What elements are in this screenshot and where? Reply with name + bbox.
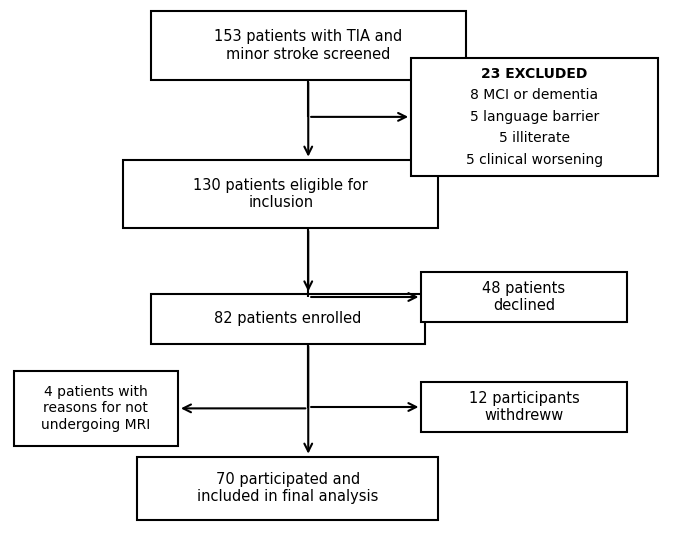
Text: 4 patients with
reasons for not
undergoing MRI: 4 patients with reasons for not undergoi… bbox=[41, 385, 151, 432]
Text: 82 patients enrolled: 82 patients enrolled bbox=[214, 311, 362, 327]
Text: 12 participants
withdreww: 12 participants withdreww bbox=[469, 391, 580, 423]
FancyBboxPatch shape bbox=[151, 11, 466, 80]
FancyBboxPatch shape bbox=[151, 294, 425, 344]
Text: 48 patients
declined: 48 patients declined bbox=[482, 281, 566, 313]
Text: 130 patients eligible for
inclusion: 130 patients eligible for inclusion bbox=[193, 178, 369, 210]
Text: 5 clinical worsening: 5 clinical worsening bbox=[466, 153, 603, 167]
FancyBboxPatch shape bbox=[123, 160, 438, 228]
FancyBboxPatch shape bbox=[14, 371, 178, 446]
FancyBboxPatch shape bbox=[137, 456, 438, 520]
Text: 23 EXCLUDED: 23 EXCLUDED bbox=[481, 67, 588, 81]
FancyBboxPatch shape bbox=[421, 382, 627, 432]
FancyBboxPatch shape bbox=[421, 272, 627, 322]
FancyBboxPatch shape bbox=[411, 58, 658, 176]
Text: 70 participated and
included in final analysis: 70 participated and included in final an… bbox=[197, 472, 378, 504]
Text: 5 language barrier: 5 language barrier bbox=[470, 110, 599, 124]
Text: 8 MCI or dementia: 8 MCI or dementia bbox=[470, 89, 599, 102]
Text: 153 patients with TIA and
minor stroke screened: 153 patients with TIA and minor stroke s… bbox=[214, 29, 402, 62]
Text: 5 illiterate: 5 illiterate bbox=[499, 131, 570, 145]
